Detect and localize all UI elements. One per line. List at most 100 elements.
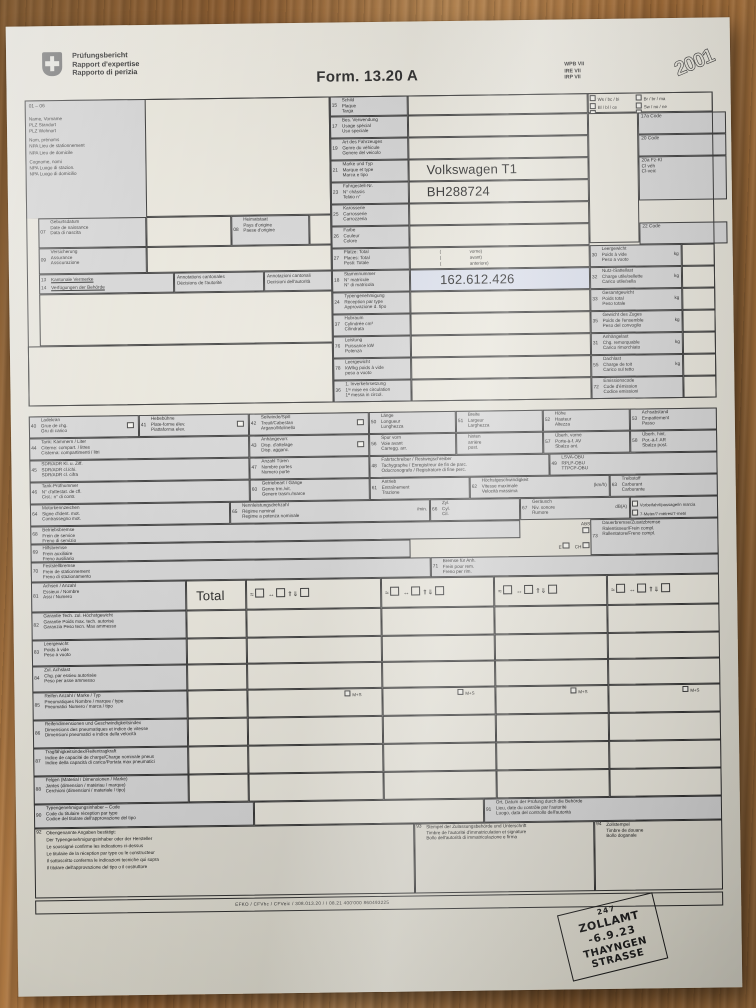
axle-symbols-1: ≈ ↔ ⇑⇓ <box>246 578 381 610</box>
axle-cell-box-84-2[interactable] <box>382 660 496 688</box>
ms-option-3: M+S <box>570 687 606 697</box>
field-41-box <box>138 413 250 438</box>
axle-checkbox[interactable] <box>299 587 310 597</box>
e-ch-label: E CH <box>410 537 590 557</box>
axle-cell-box-86-3[interactable] <box>495 712 610 743</box>
field-40-box <box>28 415 140 439</box>
field-48-box <box>369 453 550 479</box>
axle-cell-box-87-3[interactable] <box>496 740 610 771</box>
axle-field-85-box <box>32 690 188 721</box>
abs-checkbox[interactable] <box>582 526 589 534</box>
axle-cell-box-88-1[interactable] <box>248 771 384 802</box>
title-line: Rapporto di perizia <box>72 67 138 78</box>
steer-icon: ↔ <box>403 589 410 597</box>
field-73-box <box>590 517 719 556</box>
field-67-box <box>519 496 631 521</box>
axle-cell-box-88-3[interactable] <box>496 768 610 799</box>
axle-checkbox[interactable] <box>524 584 534 595</box>
axle-cell-box-88-4[interactable] <box>609 767 722 797</box>
field-92-box <box>34 823 416 899</box>
axle-cell-box-85-0[interactable] <box>187 689 248 719</box>
field-90-box <box>33 801 255 829</box>
axle-cell-box-84-4[interactable] <box>608 657 721 685</box>
axle-cell-box-82-1[interactable] <box>246 607 382 638</box>
approx-icon: ≈ <box>250 591 254 599</box>
f90v[interactable] <box>253 798 485 826</box>
field-56-box <box>369 432 457 457</box>
axle-cell-box-87-0[interactable] <box>188 745 249 775</box>
axle-cell-box-87-1[interactable] <box>248 743 384 774</box>
ch-checkbox[interactable] <box>582 542 590 549</box>
axle-field-82-box <box>31 610 187 641</box>
axle-cell-box-88-2[interactable] <box>383 770 497 800</box>
field-42-box <box>248 412 370 436</box>
axle-cell-box-87-4[interactable] <box>609 739 722 769</box>
e-checkbox[interactable] <box>562 542 570 549</box>
axle-checkbox[interactable] <box>434 586 445 596</box>
field-94-box[interactable] <box>594 819 724 892</box>
lift-icon: ⇑⇓ <box>535 587 547 595</box>
ms-checkbox[interactable] <box>570 687 577 694</box>
field-43-box <box>249 434 370 458</box>
axle-field-88-box <box>33 774 189 805</box>
axle-cell-box-88-0[interactable] <box>188 773 249 803</box>
noise-options-box <box>629 495 719 519</box>
axle-checkbox[interactable] <box>547 584 558 594</box>
field-58-box <box>630 429 718 453</box>
form-number: Form. 13.20 A <box>316 67 419 86</box>
field-46-box <box>29 479 250 505</box>
inspection-form-sheet: Prüfungsbericht Rapport d'expertise Rappor… <box>5 17 743 997</box>
ms-checkbox[interactable] <box>682 685 689 693</box>
axle-cell-box-82-2[interactable] <box>381 606 495 636</box>
steer-icon: ↔ <box>629 586 636 594</box>
field-93-box[interactable] <box>414 821 596 894</box>
axle-checkbox[interactable] <box>660 583 670 593</box>
field-65-box <box>229 499 431 524</box>
axle-checkbox[interactable] <box>276 588 286 598</box>
axle-checkbox[interactable] <box>411 586 421 596</box>
axle-cell-box-83-1[interactable] <box>246 635 383 664</box>
axle-cell-box-86-2[interactable] <box>382 714 497 744</box>
axle-cell-box-82-0[interactable] <box>186 609 247 639</box>
approx-icon: ≈ <box>611 586 615 594</box>
axle-checkbox[interactable] <box>390 586 400 596</box>
axle-cell-box-86-1[interactable] <box>247 715 384 746</box>
lift-icon: ⇑⇓ <box>648 586 660 594</box>
axle-cell-box-84-3[interactable] <box>495 658 609 687</box>
form-body: Prüfungsbericht Rapport d'expertise Rappor… <box>24 32 728 981</box>
ms-option-4: M+S <box>682 685 718 696</box>
axle-cell-box-87-2[interactable] <box>383 742 497 772</box>
axle-cell-box-86-4[interactable] <box>608 711 722 741</box>
axle-cell-box-84-0[interactable] <box>187 663 248 691</box>
lift-icon: ⇑⇓ <box>422 589 434 597</box>
ms-checkbox[interactable] <box>344 690 351 697</box>
axle-total-label: Total <box>196 587 225 604</box>
regulation-code: WPB VII <box>564 61 585 68</box>
lift-icon: ⇑⇓ <box>287 591 299 599</box>
field-44-box <box>29 435 250 461</box>
axle-cell-box-83-2[interactable] <box>381 634 496 662</box>
axle-checkbox[interactable] <box>255 588 265 598</box>
axle-cell-box-82-4[interactable] <box>607 603 720 633</box>
steer-icon: ↔ <box>268 591 275 599</box>
field-51-box <box>455 409 544 433</box>
regulation-codes: WPB VII IRE VII IRP VII <box>564 61 584 81</box>
left-outer <box>24 96 334 407</box>
field-52-box <box>542 408 631 432</box>
axle-cell-box-83-4[interactable] <box>607 631 720 659</box>
ms-checkbox[interactable] <box>457 688 464 696</box>
axle-cell-box-82-3[interactable] <box>494 604 608 635</box>
axle-symbols-3: ≈ ↔ ⇑⇓ <box>494 575 607 606</box>
axle-cell-box-83-0[interactable] <box>186 637 248 665</box>
axle-cell-box-84-1[interactable] <box>247 661 383 690</box>
axle-checkbox[interactable] <box>637 583 647 593</box>
regulation-code: IRP VII <box>564 74 581 81</box>
axle-checkbox[interactable] <box>616 583 626 593</box>
axle-checkbox[interactable] <box>503 585 513 595</box>
field-57-box <box>543 430 631 454</box>
approx-icon: ≈ <box>498 588 502 596</box>
axle-field-87-box <box>33 746 189 777</box>
axle-cell-box-83-3[interactable] <box>494 632 609 661</box>
ms-option-1: M+S <box>344 690 380 700</box>
axle-cell-box-86-0[interactable] <box>187 717 249 747</box>
